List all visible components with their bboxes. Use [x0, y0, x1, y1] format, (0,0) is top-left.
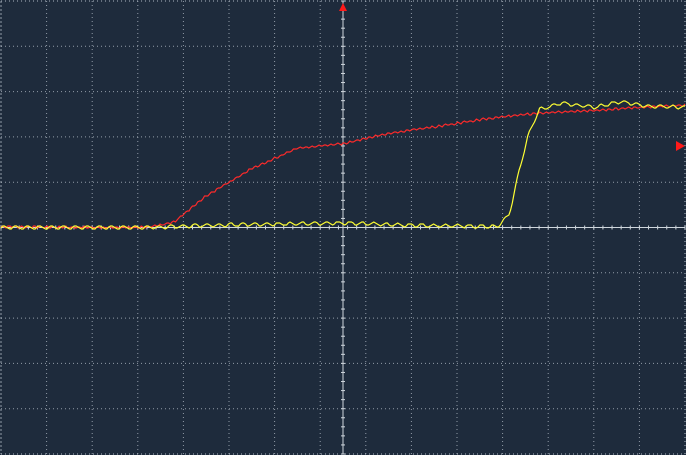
trace-2 — [0, 100, 685, 230]
markers — [339, 3, 685, 151]
trigger-position-marker — [339, 3, 347, 11]
traces — [0, 100, 686, 230]
trigger-level-marker — [676, 140, 685, 151]
